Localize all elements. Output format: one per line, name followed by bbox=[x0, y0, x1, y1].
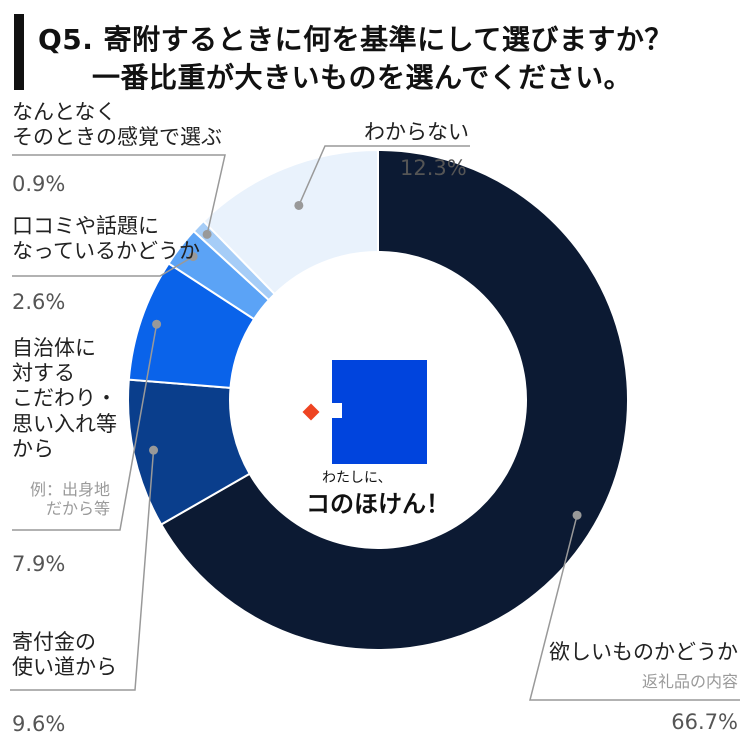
leader-line-wakaranai bbox=[298, 145, 470, 206]
leader-line-yokushii bbox=[529, 515, 740, 701]
leader-line-kuchikomi bbox=[12, 255, 194, 277]
label-nantonaku: なんとなく そのときの感覚で選ぶ bbox=[12, 100, 222, 150]
leader-line-nantonaku bbox=[12, 154, 226, 235]
leader-line-kifukin bbox=[10, 450, 155, 691]
pct-jichitai: 7.9% bbox=[12, 552, 66, 576]
label-yokushii: 欲しいものかどうか bbox=[549, 640, 738, 664]
chart-title-line-2: 一番比重が大きいものを選んでください。 bbox=[92, 61, 633, 94]
leader-line-jichitai bbox=[12, 324, 158, 531]
pct-yokushii: 66.7% bbox=[671, 710, 738, 734]
chart-title-line-1: Q5. 寄附するときに何を基準にして選びますか？ bbox=[38, 23, 673, 56]
logo-square bbox=[332, 360, 427, 464]
logo-large-text: コのほけん！ bbox=[306, 490, 450, 518]
title-accent-bar bbox=[14, 14, 24, 90]
logo-small-text: わたしに、 bbox=[322, 470, 392, 486]
label-jichitai: 自治体に 対する こだわり・ 思い入れ等 から bbox=[12, 336, 117, 461]
pct-kifukin: 9.6% bbox=[12, 712, 66, 736]
logo-mark bbox=[302, 403, 320, 421]
slice-wakaranai bbox=[202, 148, 379, 296]
sub-yokushii: 返礼品の内容 bbox=[641, 672, 738, 691]
pct-wakaranai: 12.3% bbox=[400, 156, 467, 180]
label-wakaranai: わからない bbox=[364, 120, 469, 144]
leader-dot-kuchikomi bbox=[188, 252, 198, 262]
center-logo bbox=[302, 360, 427, 464]
label-kuchikomi: 口コミや話題に なっているかどうか bbox=[12, 214, 200, 264]
slice-yokushii bbox=[159, 148, 629, 651]
logo-notch bbox=[322, 403, 342, 418]
sub-jichitai: 例：出身地 だから等 bbox=[29, 480, 110, 519]
leader-lines-layer bbox=[10, 145, 740, 701]
pct-kuchikomi: 2.6% bbox=[12, 290, 66, 314]
label-kifukin: 寄付金の 使い道から bbox=[12, 630, 117, 680]
pct-nantonaku: 0.9% bbox=[12, 172, 66, 196]
